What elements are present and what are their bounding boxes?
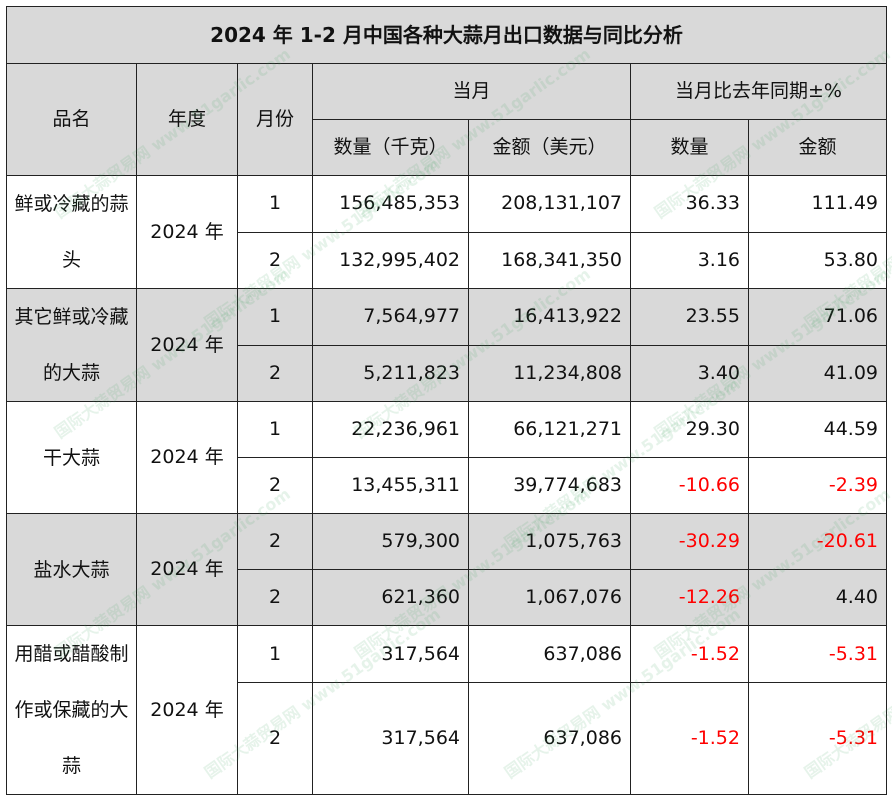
amount-yoy-cell: -5.31 xyxy=(747,625,888,683)
table-row: 2 317,564 637,086 -1.52 -5.31 xyxy=(7,682,888,795)
quantity-yoy-cell: -1.52 xyxy=(630,682,749,795)
quantity-yoy-cell: -1.52 xyxy=(630,625,749,683)
garlic-export-table: 2024 年 1-2 月中国各种大蒜月出口数据与同比分析 品名 年度 月份 当月… xyxy=(5,6,888,795)
amount-cell: 16,413,922 xyxy=(468,288,631,346)
amount-yoy-cell: 44.59 xyxy=(747,401,888,458)
amount-yoy-cell: 71.06 xyxy=(747,288,888,346)
amount-yoy-cell: -2.39 xyxy=(747,457,888,514)
header-name: 品名 xyxy=(6,63,137,176)
header-amount-usd: 金额（美元） xyxy=(468,119,631,176)
quantity-cell: 7,564,977 xyxy=(312,288,469,346)
quantity-yoy-cell: 23.55 xyxy=(630,288,749,346)
amount-yoy-cell: -20.61 xyxy=(747,513,888,570)
product-name: 鲜或冷藏的蒜头 xyxy=(6,175,137,289)
month-cell: 2 xyxy=(237,457,313,514)
product-name: 用醋或醋酸制作或保藏的大蒜 xyxy=(6,625,137,795)
header-qty-kg: 数量（千克） xyxy=(312,119,469,176)
header-current-month: 当月 xyxy=(312,63,631,120)
header-year: 年度 xyxy=(136,63,238,176)
amount-cell: 637,086 xyxy=(468,625,631,683)
amount-yoy-cell: 4.40 xyxy=(747,569,888,626)
year-cell: 2024 年 xyxy=(136,625,238,795)
table-row: 干大蒜 2024 年 1 22,236,961 66,121,271 29.30 44.59 xyxy=(6,401,888,514)
product-name: 盐水大蒜 xyxy=(6,513,137,626)
header-yoy: 当月比去年同期±% xyxy=(629,63,888,120)
month-cell: 2 xyxy=(237,513,313,570)
quantity-cell: 156,485,353 xyxy=(312,175,469,233)
amount-cell: 11,234,808 xyxy=(468,344,631,402)
month-cell: 2 xyxy=(237,682,313,795)
amount-yoy-cell: 53.80 xyxy=(747,231,888,289)
year-cell: 2024 年 xyxy=(136,401,238,514)
table-row: 2 621,360 1,067,076 -12.26 4.40 xyxy=(7,569,888,626)
quantity-yoy-cell: -30.29 xyxy=(630,513,749,570)
quantity-cell: 317,564 xyxy=(312,682,469,795)
quantity-yoy-cell: 3.16 xyxy=(630,231,749,289)
quantity-cell: 317,564 xyxy=(312,625,469,683)
table-row: 其它鲜或冷藏的大蒜 2024 年 1 7,564,977 16,413,922 23.55… xyxy=(6,288,888,402)
month-cell: 1 xyxy=(237,625,313,683)
quantity-cell: 132,995,402 xyxy=(312,231,469,289)
quantity-cell: 13,455,311 xyxy=(312,457,469,514)
amount-cell: 208,131,107 xyxy=(468,175,631,233)
amount-cell: 637,086 xyxy=(468,682,631,795)
table-row: 盐水大蒜 2024 年 2 579,300 1,075,763 -30.29 -20.61 xyxy=(6,513,888,626)
quantity-cell: 22,236,961 xyxy=(312,401,469,458)
month-cell: 2 xyxy=(237,569,313,626)
amount-yoy-cell: 111.49 xyxy=(747,175,888,233)
amount-yoy-cell: 41.09 xyxy=(747,344,888,402)
header-amount-yoy: 金额 xyxy=(747,119,888,176)
month-cell: 1 xyxy=(237,288,313,346)
month-cell: 2 xyxy=(237,231,313,289)
quantity-yoy-cell: 29.30 xyxy=(630,401,749,458)
year-cell: 2024 年 xyxy=(136,513,238,626)
amount-cell: 1,067,076 xyxy=(468,569,631,626)
table-title: 2024 年 1-2 月中国各种大蒜月出口数据与同比分析 xyxy=(5,6,888,64)
month-cell: 1 xyxy=(237,175,313,233)
quantity-yoy-cell: -10.66 xyxy=(630,457,749,514)
header-month: 月份 xyxy=(237,63,313,176)
month-cell: 1 xyxy=(237,401,313,458)
quantity-yoy-cell: 3.40 xyxy=(630,344,749,402)
amount-cell: 66,121,271 xyxy=(468,401,631,458)
table-row: 2 5,211,823 11,234,808 3.40 41.09 xyxy=(7,344,888,402)
year-cell: 2024 年 xyxy=(136,175,238,289)
quantity-yoy-cell: -12.26 xyxy=(630,569,749,626)
month-cell: 2 xyxy=(237,344,313,402)
quantity-cell: 5,211,823 xyxy=(312,344,469,402)
amount-yoy-cell: -5.31 xyxy=(747,682,888,795)
amount-cell: 168,341,350 xyxy=(468,231,631,289)
quantity-yoy-cell: 36.33 xyxy=(630,175,749,233)
year-cell: 2024 年 xyxy=(136,288,238,402)
product-name: 干大蒜 xyxy=(6,401,137,514)
table-row: 鲜或冷藏的蒜头 2024 年 1 156,485,353 208,131,107 36.3… xyxy=(6,175,888,289)
amount-cell: 1,075,763 xyxy=(468,513,631,570)
quantity-cell: 621,360 xyxy=(312,569,469,626)
table-row: 2 132,995,402 168,341,350 3.16 53.80 xyxy=(7,231,888,289)
quantity-cell: 579,300 xyxy=(312,513,469,570)
product-name: 其它鲜或冷藏的大蒜 xyxy=(6,288,137,402)
table-row: 用醋或醋酸制作或保藏的大蒜 2024 年 1 317,564 637,086 -1.52-… xyxy=(6,625,888,795)
amount-cell: 39,774,683 xyxy=(468,457,631,514)
header-qty-yoy: 数量 xyxy=(630,119,749,176)
table-row: 2 13,455,311 39,774,683 -10.66 -2.39 xyxy=(7,457,888,514)
